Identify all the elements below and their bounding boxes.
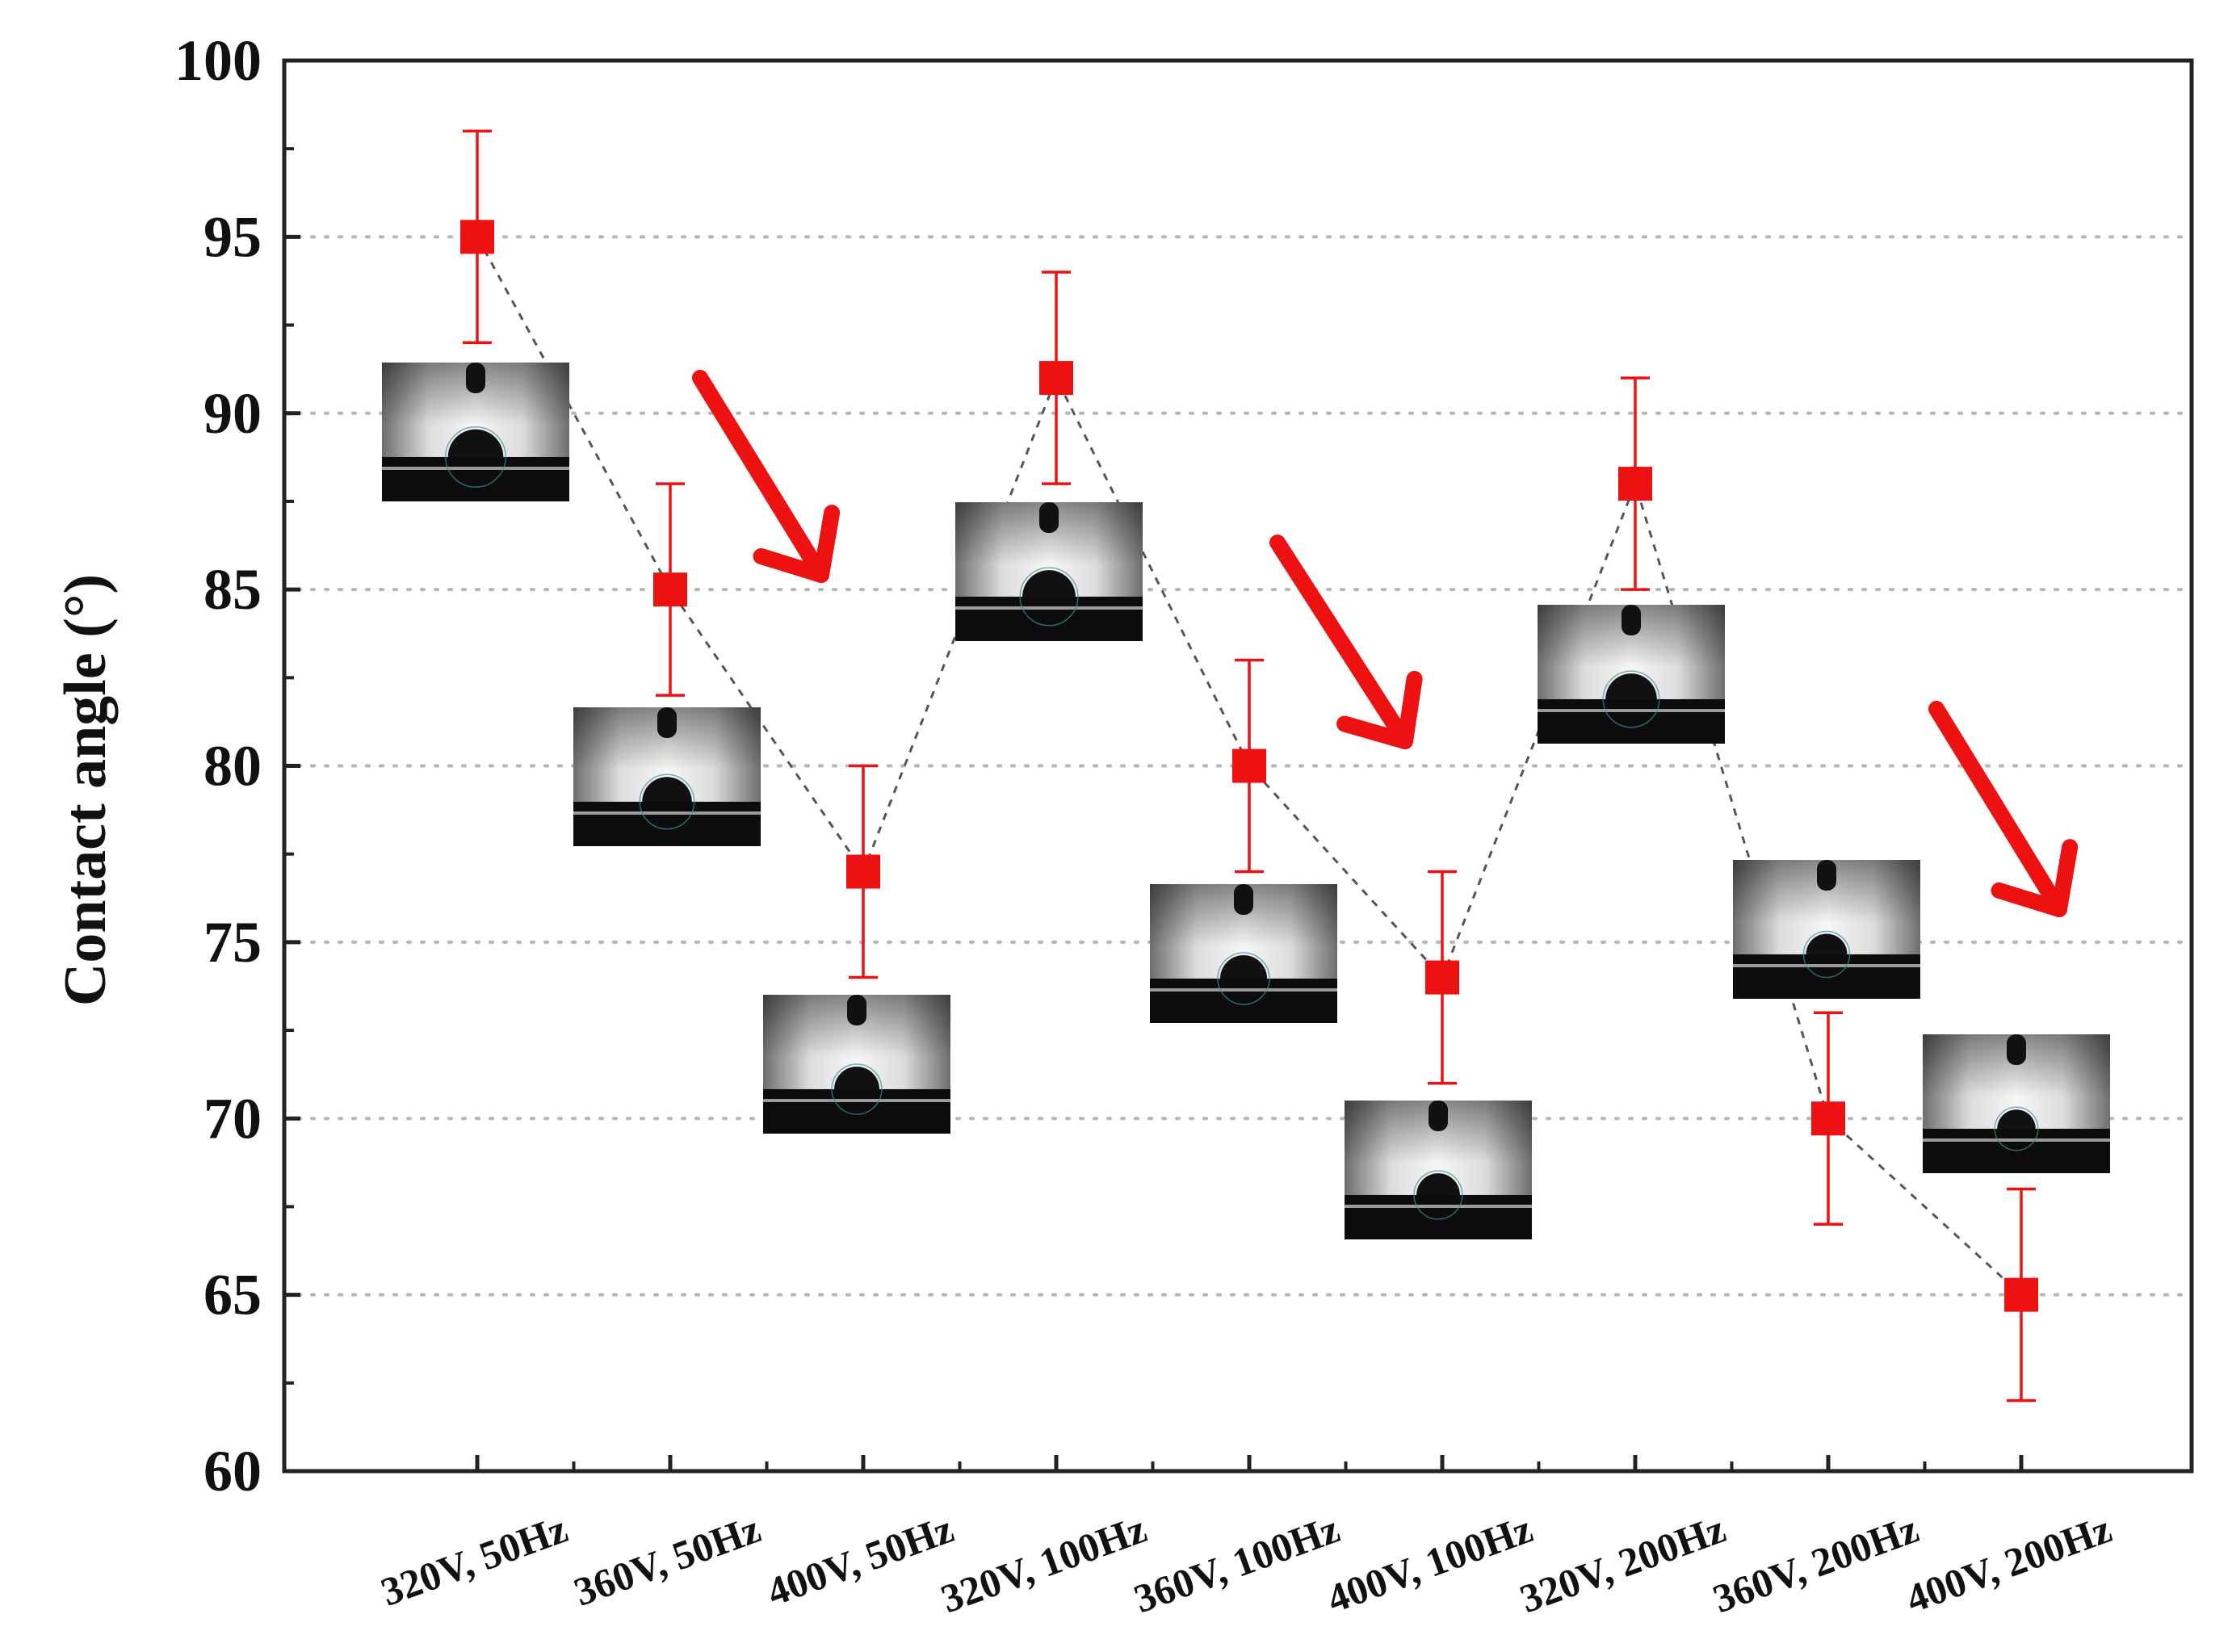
inset-droplet — [834, 1067, 879, 1089]
inset-needle — [1622, 605, 1641, 635]
x-tick-label: 320V, 100Hz — [935, 1506, 1152, 1622]
data-point — [460, 220, 494, 254]
inset-substrate — [763, 1088, 950, 1134]
data-point — [1425, 960, 1459, 995]
inset-substrate — [1345, 1194, 1532, 1239]
droplet-inset-photo — [955, 502, 1143, 641]
inset-fit-circle — [1217, 952, 1270, 1005]
data-points — [460, 220, 2038, 1312]
y-tick-label: 75 — [203, 910, 262, 975]
droplet-inset-photo — [1538, 605, 1725, 744]
inset-substrate — [1733, 954, 1920, 999]
droplet-inset-photo — [1733, 860, 1920, 999]
droplet-inset-photo — [1150, 884, 1337, 1023]
trend-arrow-shaft — [692, 370, 829, 583]
inset-droplet — [1416, 1173, 1460, 1195]
inset-needle — [657, 707, 677, 738]
y-tick-label: 95 — [203, 204, 262, 269]
inset-needle — [466, 363, 485, 393]
y-axis-label: Contact angle (°) — [52, 574, 119, 1006]
data-point — [846, 854, 880, 889]
inset-fit-circle — [1802, 930, 1851, 979]
data-point — [653, 572, 687, 607]
x-tick-label: 360V, 100Hz — [1128, 1506, 1345, 1622]
inset-fit-circle — [639, 774, 695, 830]
x-tick-label: 320V, 200Hz — [1514, 1506, 1731, 1622]
inset-droplet — [1997, 1109, 2036, 1129]
inset-droplet — [1806, 933, 1848, 954]
trend-arrow-shaft — [1269, 535, 1413, 749]
inset-substrate — [1923, 1128, 2110, 1173]
x-tick-label: 400V, 100Hz — [1321, 1506, 1538, 1622]
inset-droplet — [1220, 954, 1267, 979]
x-tick-label: 360V, 200Hz — [1707, 1506, 1924, 1622]
x-tick-label: 400V, 200Hz — [1900, 1506, 2117, 1622]
y-tick-label: 60 — [203, 1439, 262, 1503]
y-tick-label: 90 — [203, 381, 262, 446]
inset-needle — [1039, 502, 1059, 533]
data-point — [1039, 361, 1073, 396]
trend-arrow-head — [1336, 670, 1423, 749]
droplet-inset-photo — [1345, 1101, 1532, 1239]
y-tick-label: 85 — [203, 557, 262, 622]
y-tick-label: 80 — [203, 734, 262, 799]
data-point — [1618, 467, 1652, 501]
inset-needle — [847, 995, 866, 1025]
inset-substrate — [1150, 978, 1337, 1023]
data-point — [1811, 1101, 1845, 1136]
inset-fit-circle — [1019, 567, 1079, 627]
y-axis-ticks: 60 65 70 75 80 85 90 95 100 — [174, 28, 300, 1503]
droplet-inset-photo — [763, 995, 950, 1134]
inset-droplet — [1022, 570, 1076, 597]
x-tick-label: 400V, 50Hz — [761, 1506, 959, 1615]
trend-arrow-shaft — [1928, 701, 2067, 917]
inset-needle — [1817, 860, 1836, 891]
inset-substrate — [573, 801, 761, 846]
droplet-inset-photo — [573, 707, 761, 846]
inset-substrate — [382, 456, 569, 501]
inset-fit-circle — [1602, 670, 1660, 728]
inset-droplet — [1605, 673, 1657, 699]
inset-substrate — [1538, 698, 1725, 744]
y-tick-label: 100 — [174, 28, 262, 93]
data-point — [2004, 1277, 2038, 1312]
inset-fit-circle — [1994, 1106, 2039, 1151]
inset-needle — [1429, 1101, 1448, 1131]
inset-needle — [2007, 1034, 2026, 1065]
data-point — [1232, 748, 1266, 783]
trend-arrows — [692, 370, 2079, 917]
trend-arrow-head — [1991, 839, 2079, 917]
trend-arrow — [1928, 701, 2079, 917]
droplet-inset-photo — [1923, 1034, 2110, 1173]
inset-substrate — [955, 596, 1143, 641]
inset-droplet — [642, 777, 692, 802]
trend-arrow — [692, 370, 841, 583]
x-tick-label: 360V, 50Hz — [568, 1506, 766, 1615]
inset-fit-circle — [831, 1063, 883, 1115]
droplet-inset-photo — [382, 363, 569, 501]
trend-arrow-head — [753, 505, 841, 583]
inset-fit-circle — [1413, 1170, 1463, 1220]
inset-fit-circle — [445, 426, 506, 488]
y-tick-label: 65 — [203, 1263, 262, 1327]
inset-droplet — [447, 429, 504, 457]
x-tick-label: 320V, 50Hz — [375, 1506, 573, 1615]
inset-needle — [1234, 884, 1253, 915]
trend-arrow — [1269, 535, 1423, 749]
y-tick-label: 70 — [203, 1086, 262, 1151]
droplet-insets — [382, 363, 2110, 1239]
